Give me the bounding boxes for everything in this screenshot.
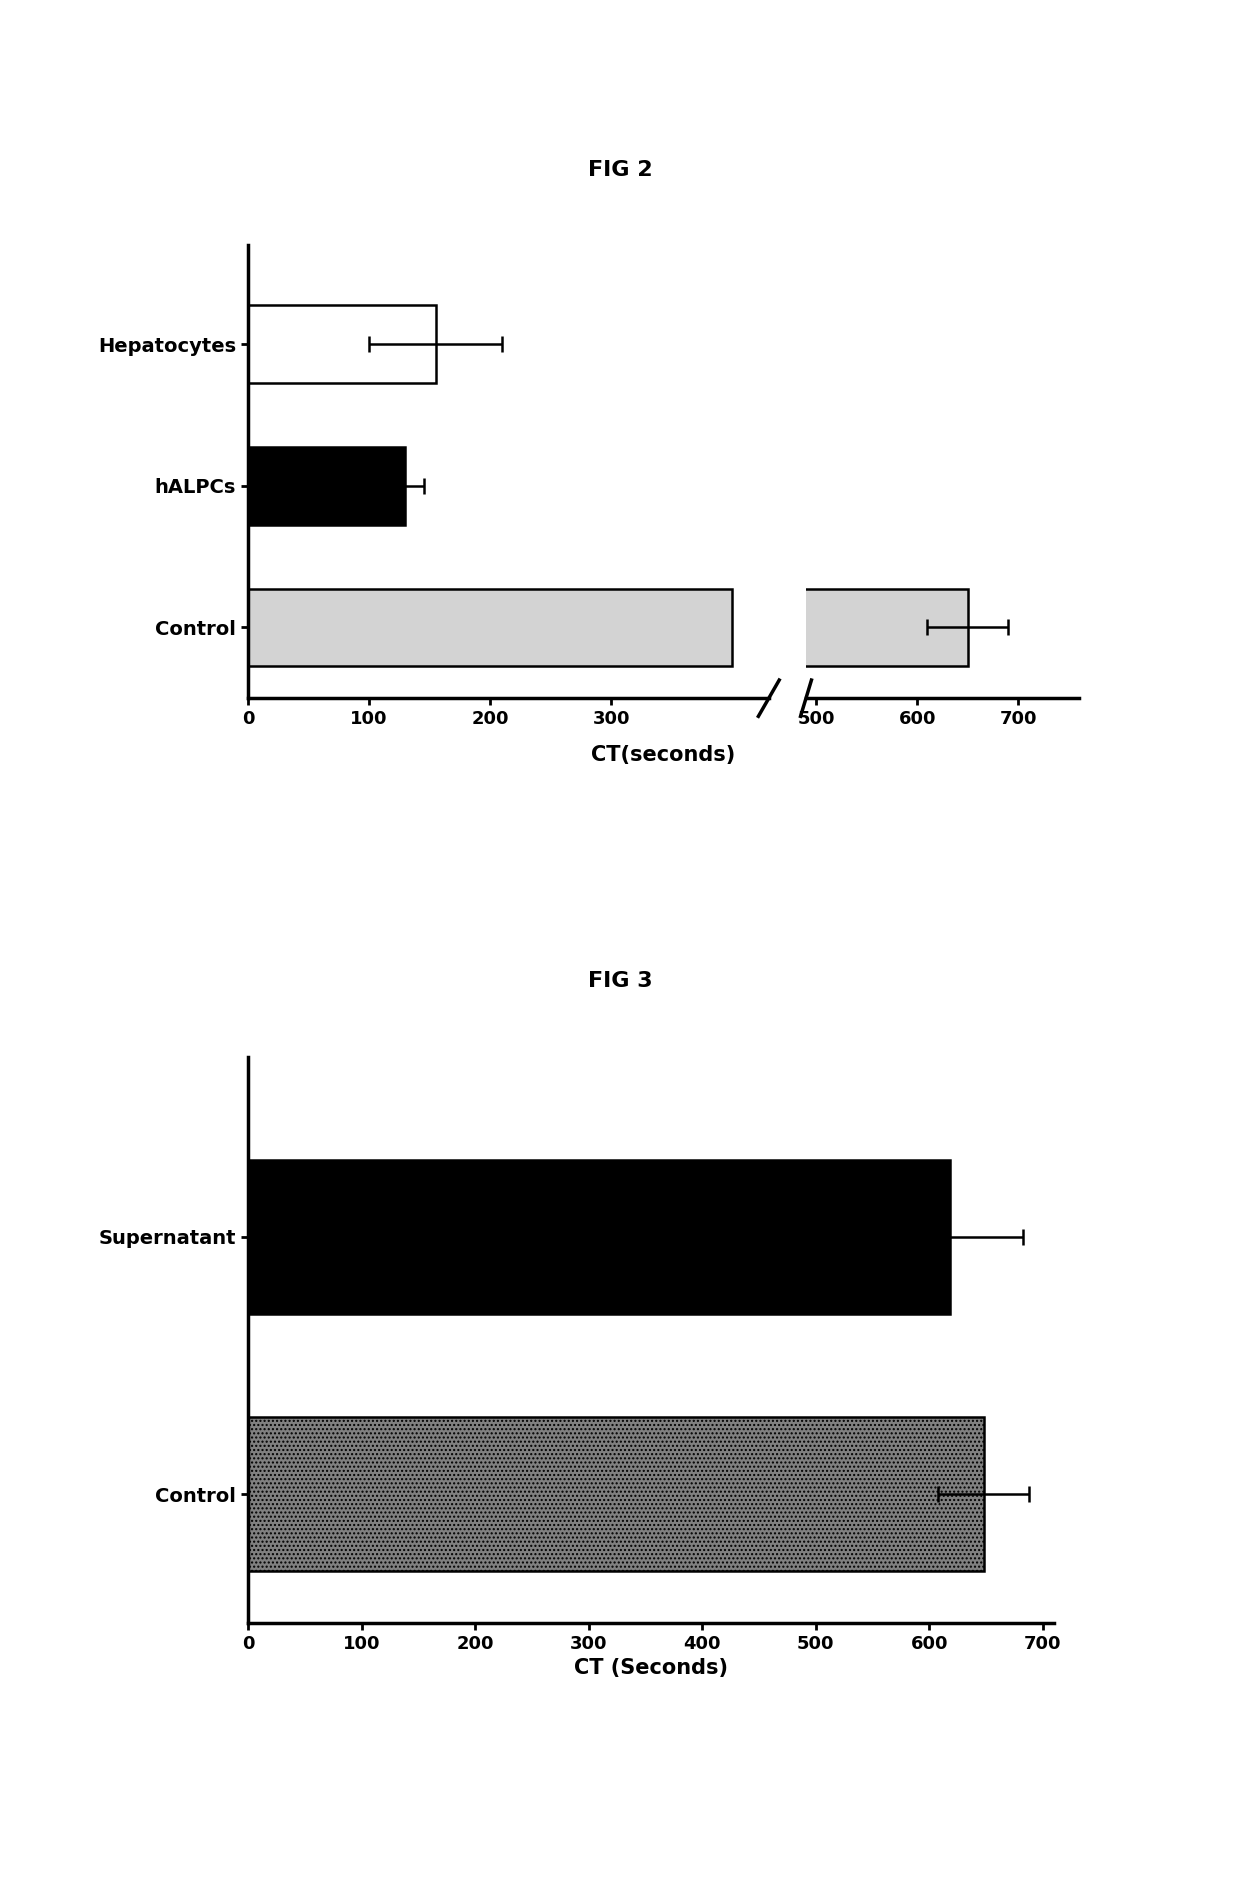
Text: FIG 3: FIG 3 [588, 972, 652, 991]
Text: FIG 2: FIG 2 [588, 160, 652, 179]
Bar [248, 1161, 950, 1313]
Bar [248, 447, 405, 525]
X-axis label: CT (Seconds): CT (Seconds) [574, 1659, 728, 1678]
Bar [248, 306, 435, 383]
Bar [248, 589, 733, 666]
Text: CT(seconds): CT(seconds) [591, 745, 735, 764]
Bar [248, 1417, 983, 1572]
Bar [311, 589, 967, 666]
